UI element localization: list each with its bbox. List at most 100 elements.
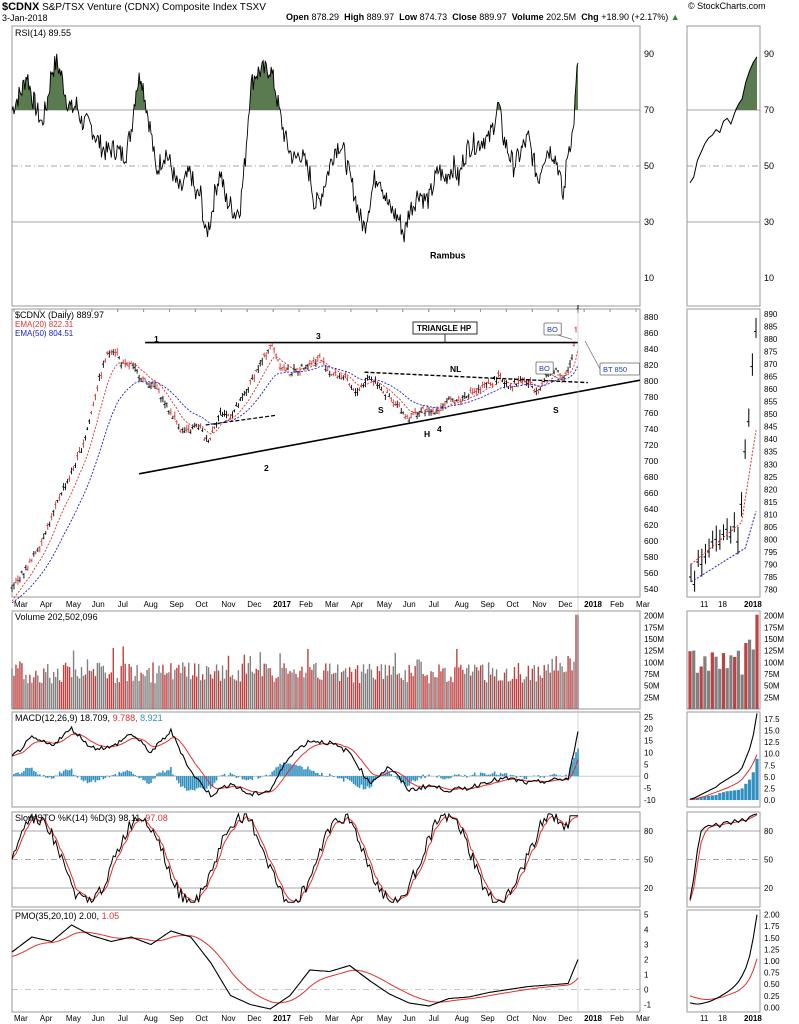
pmo-x-tick-label: Aug [144,1014,158,1023]
volume-bar [319,679,321,709]
price-x-tick-label: Dec [558,600,572,609]
volume-bar [460,664,462,709]
macd-histogram-bar [309,769,311,777]
macd-histogram-bar [37,774,39,777]
macd-histogram-bar [189,776,192,790]
price-x-tick-label: Mar [325,600,339,609]
volume-bar [56,668,59,709]
macd-histogram-bar [249,776,252,780]
pivot-3-label: 3 [316,331,321,341]
volume-bar [456,648,458,709]
macd-histogram-bar [76,776,79,778]
volume-bar [37,675,39,709]
macd-histogram-bar [231,774,234,777]
macd-histogram-bar [297,765,299,777]
sto-legend-part: 97.08 [145,813,168,823]
breakout-2-pointer [549,373,563,381]
volume-bar [303,677,305,709]
pmo-zoom-tick-label: 0.25 [764,992,780,1001]
price-x-tick-label: Feb [610,600,624,609]
macd-histogram-bar [229,772,232,777]
neckline [364,371,588,384]
volume-bar [440,671,442,709]
price-x-tick-label: Apr [40,600,53,609]
macd-histogram-bar [469,775,472,777]
volume-bar [287,673,289,709]
price-tick-label: 540 [644,584,658,594]
macd-histogram-bar [456,774,458,777]
volume-bar [378,671,381,709]
macd-histogram-bar [418,776,420,778]
zoom-macd-hist-bar [755,758,759,801]
volume-bar [432,672,434,709]
macd-histogram-bar [130,771,132,777]
macd-histogram-bar [291,764,293,777]
macd-histogram-bar [344,776,347,778]
rsi-zoom-tick-label: 10 [764,273,774,283]
macd-histogram-bar [340,776,343,779]
macd-legend-part: 9.788, [113,713,141,723]
macd-histogram-bar [48,776,51,778]
volume-bar [263,663,265,709]
volume-bar [491,668,494,709]
macd-histogram-bar [25,767,27,777]
volume-bar [513,667,516,709]
zoom-price-tick-label: 820 [764,485,778,494]
macd-histogram-bar [287,763,289,777]
macd-histogram-bar [436,776,438,778]
ema20-line [11,349,579,602]
volume-bar [51,683,53,709]
macd-histogram-bar [138,776,140,779]
zoom-volume-bar [751,649,755,709]
volume-bar [166,673,168,709]
index-name: S&P/TSX Venture (CDNX) Composite Index [42,2,238,13]
macd-legend-part: 18.709, [80,713,113,723]
macd-histogram-bar [72,774,75,777]
volume-bar [470,675,472,709]
volume-bar [33,677,35,709]
volume-bar [360,671,363,709]
macd-histogram-bar [410,776,412,782]
zoom-macd-hist-bar [714,794,718,801]
macd-histogram-bar [394,776,397,777]
volume-bar [474,664,476,709]
zoom-price-tick-label: 850 [764,410,778,419]
macd-histogram-bar [412,776,414,781]
macd-histogram-bar [88,776,91,783]
price-x-tick-label: May [66,600,81,609]
macd-histogram-bar [265,774,268,777]
low-label: Low [399,12,418,22]
pmo-x-tick-label: Apr [40,1014,53,1023]
macd-histogram-bar [374,776,377,781]
volume-bar [479,665,482,709]
volume-bar [336,664,339,709]
zoom-price-tick-label: 845 [764,423,778,432]
price-x-tick-label: Sep [481,600,496,609]
sto-legend: Slow STO %K(14) %D(3) 98.11, 97.08 [15,813,168,823]
open-value: 878.29 [311,12,340,22]
macd-histogram-bar [479,772,482,777]
volume-bar [136,664,138,709]
zoom-volume-bar [747,639,752,709]
macd-histogram-bar [557,775,559,777]
pmo-zoom-tick-label: 0.50 [764,980,780,989]
macd-histogram-bar [515,776,518,779]
zoom-macd-hist-bar [699,797,703,801]
pmo-zoom-tick-label: 1.25 [764,945,780,954]
macd-histogram-bar [539,776,542,778]
price-legend: $CDNX (Daily) 889.97 [15,310,104,320]
macd-histogram-bar [275,767,277,777]
price-x-tick-label: Nov [221,600,235,609]
price-x-tick-label: Jul [118,600,128,609]
volume-bar [422,674,424,709]
volume-bar [358,682,361,709]
zoom-volume-bar [755,614,759,709]
volume-bar [571,670,573,709]
macd-histogram-bar [485,774,488,777]
macd-histogram-bar [303,769,305,777]
macd-histogram-bar [301,766,303,777]
zoom-price-tick-label: 835 [764,448,778,457]
volume-bar [13,675,15,709]
volume-bar [255,668,257,709]
